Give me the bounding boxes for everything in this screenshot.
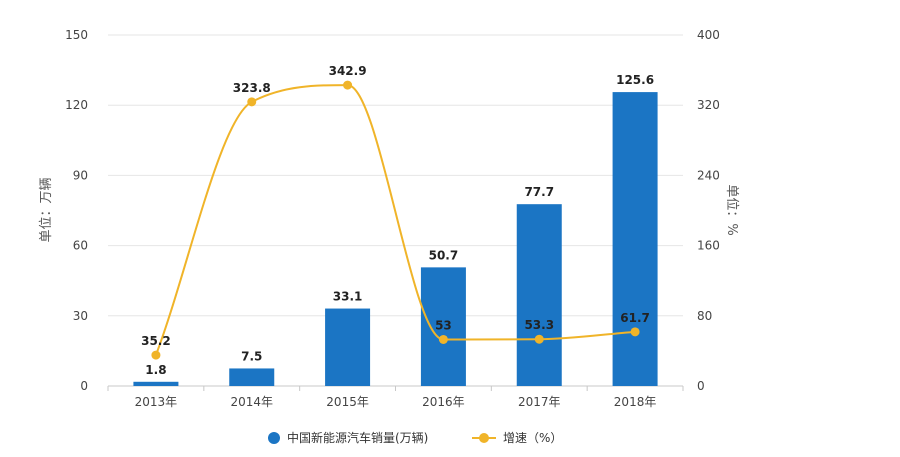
right-tick-label: 160 xyxy=(697,239,720,253)
growth-point xyxy=(247,97,257,107)
bar xyxy=(516,204,562,386)
right-tick-label: 80 xyxy=(697,309,712,323)
bar-series xyxy=(133,92,658,386)
left-axis-title: 单位：万辆 xyxy=(39,177,54,242)
growth-value-label: 35.2 xyxy=(141,334,171,348)
x-tick-label: 2016年 xyxy=(422,395,465,409)
bar-value-label: 33.1 xyxy=(333,290,363,304)
left-tick-label: 150 xyxy=(65,28,88,42)
growth-line xyxy=(154,84,636,356)
bar-value-label: 50.7 xyxy=(429,248,459,262)
data-labels: 1.8 7.5 33.1 50.7 77.7 125.6 35.2 323.8 342.9 53 5… xyxy=(141,64,654,377)
growth-point xyxy=(151,350,161,360)
growth-point xyxy=(343,80,353,90)
right-tick-label: 0 xyxy=(697,379,705,393)
right-tick-label: 400 xyxy=(697,28,720,42)
left-tick-label: 90 xyxy=(73,168,88,182)
bar-value-label: 1.8 xyxy=(145,363,166,377)
left-tick-label: 120 xyxy=(65,98,88,112)
legend-line-icon xyxy=(479,433,489,443)
growth-value-label: 323.8 xyxy=(233,81,271,95)
bar-value-label: 77.7 xyxy=(524,185,554,199)
legend-bar-label: 中国新能源汽车销量(万辆) xyxy=(287,430,428,445)
right-tick-label: 240 xyxy=(697,168,720,182)
x-tick-label: 2014年 xyxy=(230,395,273,409)
x-axis-ticks: 2013年 2014年 2015年 2016年 2017年 2018年 xyxy=(107,386,684,409)
left-tick-label: 0 xyxy=(80,379,88,393)
bar-value-label: 7.5 xyxy=(241,349,262,363)
left-tick-label: 30 xyxy=(73,309,88,323)
left-tick-label: 60 xyxy=(73,239,88,253)
bar xyxy=(612,92,658,386)
growth-point xyxy=(438,334,448,344)
bar-value-label: 125.6 xyxy=(616,73,654,87)
bar xyxy=(229,368,275,386)
x-tick-label: 2013年 xyxy=(135,395,178,409)
growth-point xyxy=(534,334,544,344)
x-tick-label: 2017年 xyxy=(518,395,561,409)
growth-value-label: 53 xyxy=(435,318,452,332)
growth-value-label: 61.7 xyxy=(620,311,650,325)
growth-point xyxy=(630,327,640,337)
growth-value-label: 53.3 xyxy=(524,318,554,332)
x-tick-label: 2018年 xyxy=(614,395,657,409)
right-axis-title: 单位：% xyxy=(724,184,739,235)
right-tick-label: 320 xyxy=(697,98,720,112)
legend-line-label: 增速（%） xyxy=(503,431,562,445)
bar xyxy=(420,267,466,386)
growth-value-label: 342.9 xyxy=(329,64,367,78)
line-series xyxy=(151,80,640,360)
left-axis-ticks: 0 30 60 90 120 150 xyxy=(65,28,88,393)
right-axis-ticks: 0 80 160 240 320 400 xyxy=(697,28,720,393)
x-tick-label: 2015年 xyxy=(326,395,369,409)
bar xyxy=(133,381,179,386)
legend: 中国新能源汽车销量(万辆) 增速（%） xyxy=(268,430,562,445)
bar xyxy=(325,308,371,386)
legend-bar-icon xyxy=(268,432,280,444)
